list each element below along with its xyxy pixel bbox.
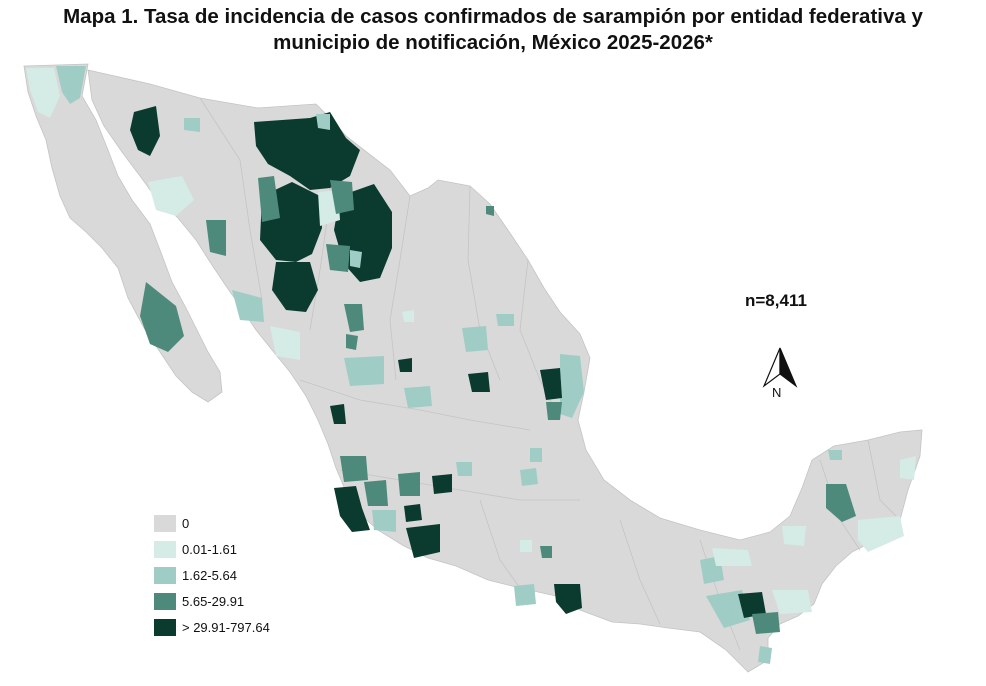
- region-tabasco-1: [712, 548, 752, 566]
- region-sinaloa-1: [232, 290, 264, 322]
- region-chihuahua-north: [254, 112, 360, 190]
- region-guerrero-2: [554, 584, 582, 614]
- region-campeche-2: [858, 516, 904, 552]
- region-yucatan-2: [828, 450, 842, 460]
- legend-swatch: [154, 592, 176, 610]
- region-chihuahua-south: [272, 262, 318, 312]
- region-chiapas-3: [752, 612, 780, 634]
- region-bcs-south: [140, 282, 184, 352]
- region-bc-north: [26, 68, 60, 118]
- region-sanluis-3: [496, 314, 514, 326]
- region-zacatecas-2: [398, 358, 412, 372]
- region-chihuahua-ne: [316, 114, 330, 130]
- region-tamaulipas-coast-light: [560, 354, 584, 418]
- legend-swatch: [154, 618, 176, 636]
- region-jalisco-2: [372, 510, 396, 532]
- region-tamaulipas-dark: [540, 368, 562, 400]
- region-chihuahua-mid2: [330, 180, 354, 214]
- region-nayarit-1: [330, 404, 346, 424]
- region-guanajuato-1: [432, 474, 452, 494]
- region-guanajuato-2: [456, 462, 472, 476]
- legend-label: 5.65-29.91: [182, 593, 245, 609]
- region-chiapas-1: [706, 590, 750, 628]
- region-nayarit-2: [340, 456, 368, 482]
- region-bc-northeast: [56, 66, 86, 104]
- municipality-fills: [26, 66, 916, 664]
- map-title-line2: municipio de notificación, México 2025-2…: [273, 31, 713, 54]
- region-sonora-south: [206, 220, 226, 256]
- region-zacatecas-4: [402, 310, 414, 322]
- region-chiapas-2: [738, 592, 766, 618]
- region-queretaro-1: [520, 468, 538, 486]
- region-tamaulipas-north: [486, 206, 494, 216]
- region-durango-2: [346, 334, 358, 350]
- legend-item: 1.62-5.64: [154, 563, 270, 587]
- legend-label: 0: [182, 515, 190, 531]
- region-campeche-1: [826, 484, 856, 522]
- legend-swatch: [154, 566, 176, 584]
- region-sinaloa-2: [270, 326, 300, 360]
- region-chihuahua-pale: [350, 250, 362, 268]
- north-arrow-label: N: [772, 385, 782, 400]
- region-sanluis-1: [462, 326, 488, 352]
- map-legend: 0 0.01-1.61 1.62-5.64 5.65-29.91 > 29.91…: [154, 511, 270, 641]
- region-chihuahua-mid: [258, 176, 280, 222]
- legend-swatch: [154, 540, 176, 558]
- legend-item: 0: [154, 511, 270, 535]
- region-jalisco-coast: [334, 486, 370, 532]
- region-chiapas-4: [772, 590, 812, 614]
- map-title-line1: Mapa 1. Tasa de incidencia de casos conf…: [63, 5, 923, 28]
- region-zacatecas-3: [404, 386, 432, 408]
- legend-item: 5.65-29.91: [154, 589, 270, 613]
- north-arrow-icon: [762, 347, 798, 388]
- region-chiapas-5: [758, 646, 772, 664]
- region-yucatan-1: [782, 526, 806, 546]
- region-sonora-mid: [184, 118, 200, 132]
- legend-label: 0.01-1.61: [182, 541, 237, 557]
- region-sonora-coast: [148, 176, 194, 216]
- region-jalisco-1: [364, 480, 388, 506]
- region-michoacan-2: [398, 472, 420, 496]
- region-puebla-1: [520, 540, 532, 552]
- region-michoacan-1: [406, 524, 440, 558]
- region-oaxaca-1: [540, 546, 552, 558]
- region-tamaulipas-mid: [546, 402, 562, 420]
- region-sonora-west: [130, 106, 160, 156]
- legend-label: 1.62-5.64: [182, 567, 237, 583]
- legend-label: > 29.91-797.64: [182, 619, 270, 635]
- legend-item: > 29.91-797.64: [154, 615, 270, 639]
- legend-item: 0.01-1.61: [154, 537, 270, 561]
- map-title: Mapa 1. Tasa de incidencia de casos conf…: [0, 4, 986, 56]
- region-jalisco-3: [404, 504, 422, 522]
- region-zacatecas-1: [344, 356, 384, 386]
- region-qroo-1: [900, 456, 916, 480]
- legend-swatch: [154, 514, 176, 532]
- region-durango-1: [344, 304, 364, 332]
- region-sanluis-2: [468, 372, 490, 392]
- region-coahuila-mid: [326, 244, 350, 272]
- region-guerrero-1: [514, 584, 536, 606]
- region-hidalgo-1: [530, 448, 542, 462]
- case-count-label: n=8,411: [745, 291, 807, 310]
